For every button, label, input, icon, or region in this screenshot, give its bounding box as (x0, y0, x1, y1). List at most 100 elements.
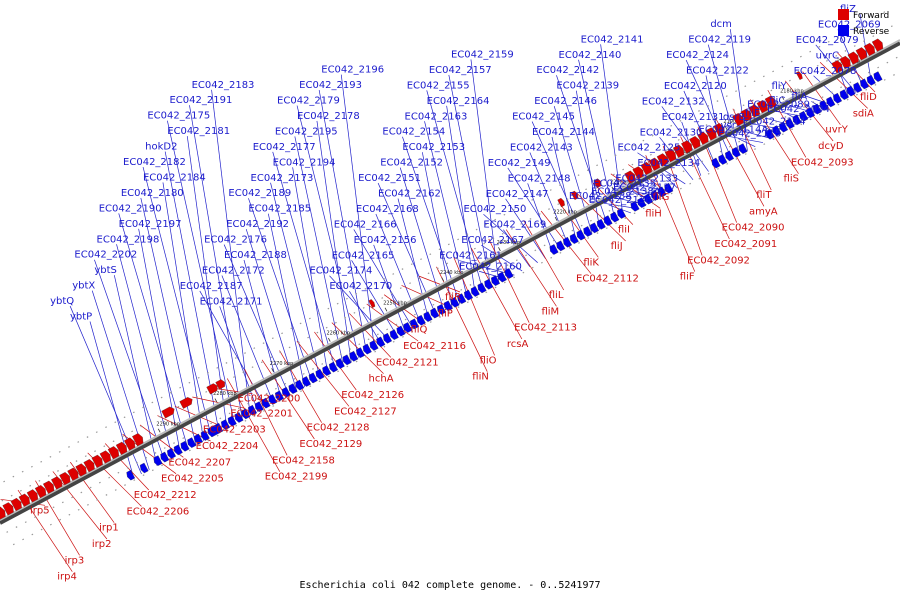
forward-label-connector (331, 322, 384, 374)
forward-gene-label: EC042_2212 (134, 490, 197, 501)
scale-tick-label: 2230 kbp (497, 240, 521, 246)
forward-gene-label: rcsA (507, 339, 529, 350)
reverse-gene-label: ybtX (72, 281, 95, 292)
reverse-gene-label: EC042_2193 (299, 80, 362, 91)
reverse-gene-arrow (860, 78, 870, 90)
reverse-gene-label: EC042_2147 (486, 189, 549, 200)
reverse-gene-label: EC042_2165 (332, 250, 395, 261)
reverse-gene-label: EC042_2151 (358, 173, 421, 184)
reverse-label-connector (529, 152, 570, 247)
forward-label-connector (314, 331, 357, 391)
forward-gene-label: EC042_2201 (230, 408, 293, 419)
reverse-label-connector (167, 120, 236, 425)
reverse-gene-label: EC042_2171 (200, 296, 263, 307)
scale-tick-label: 2280 kbp (213, 391, 237, 397)
forward-label-connector (244, 368, 288, 456)
reverse-gene-arrow (556, 240, 566, 252)
forward-gene-label: irp2 (92, 539, 112, 550)
forward-gene-label: fliK (583, 257, 599, 268)
reverse-gene-label: EC042_2192 (226, 219, 289, 230)
forward-gene-label: hchA (369, 374, 394, 385)
forward-gene-label: EC042_2126 (341, 390, 404, 401)
forward-gene-label: EC042_2121 (376, 357, 439, 368)
reverse-gene-arrow (504, 268, 514, 279)
forward-gene-arrow (748, 104, 760, 118)
reverse-gene-label: EC042_2164 (427, 96, 490, 107)
reverse-gene-arrow (603, 215, 613, 226)
reverse-gene-arrow (657, 186, 667, 198)
reverse-label-connector (507, 167, 562, 251)
reverse-gene-arrow (200, 430, 210, 441)
reverse-gene-arrow (806, 107, 816, 118)
reverse-gene-arrow (403, 322, 413, 333)
reverse-gene-label: EC042_2069 (818, 19, 881, 30)
reverse-label-connector (292, 167, 329, 375)
forward-gene-arrow (756, 100, 768, 114)
scale-tick-label: 2220 kbp (553, 210, 577, 216)
scale-tick-label: 2190 kbp (723, 119, 747, 125)
forward-gene-label: EC042_2091 (714, 239, 777, 250)
reverse-gene-arrow (785, 118, 795, 129)
reverse-gene-label: EC042_2122 (686, 66, 749, 77)
reverse-label-connector (738, 138, 756, 148)
reverse-label-connector (446, 105, 476, 296)
forward-gene-arrow (740, 108, 752, 122)
reverse-gene-label: EC042_2146 (534, 96, 597, 107)
reverse-gene-arrow (738, 143, 748, 154)
reverse-gene-arrow (194, 433, 204, 445)
reverse-label-connector (740, 130, 771, 139)
legend-forward-swatch (838, 9, 849, 20)
reverse-gene-label: ybtS (94, 265, 117, 276)
reverse-gene-label: EC042_2114 (743, 116, 806, 127)
reverse-gene-arrow (450, 296, 460, 308)
reverse-label-connector (272, 151, 337, 371)
reverse-gene-label: EC042_2140 (559, 50, 622, 61)
reverse-gene-label: EC042_2114A (699, 125, 769, 136)
forward-gene-label: fliP (438, 308, 453, 319)
reverse-gene-arrow (779, 121, 789, 133)
forward-gene-label: EC042_2205 (161, 474, 224, 485)
forward-gene-arrow (855, 47, 867, 61)
reverse-gene-arrow (644, 193, 654, 205)
reverse-gene-arrow (443, 300, 453, 312)
forward-gene-arrow (764, 95, 777, 109)
reverse-gene-label: ybtP (70, 312, 92, 323)
reverse-gene-arrow (610, 211, 620, 223)
reverse-gene-label: EC042_2138A (591, 187, 661, 198)
reverse-gene-label: EC042_2141 (581, 34, 644, 45)
reverse-gene-label: EC042_2159 (451, 49, 514, 60)
reverse-label-connector (294, 136, 344, 367)
forward-gene-arrow (593, 178, 602, 189)
scale-tick-mark (441, 277, 445, 282)
reverse-gene-arrow (464, 289, 474, 301)
reverse-gene-label: EC042_2187 (180, 281, 243, 292)
reverse-gene-label: EC042_2197 (119, 219, 182, 230)
reverse-gene-label: EC042_2125 (617, 143, 680, 154)
reverse-gene-arrow (139, 462, 149, 474)
reverse-label-connector (211, 89, 251, 417)
reverse-gene-label: EC042_2189 (228, 188, 291, 199)
reverse-gene-label: EC042_2202 (74, 250, 137, 261)
legend-reverse-label: Reverse (853, 27, 890, 37)
map-caption: Escherichia coli 042 complete genome. - … (299, 580, 600, 591)
reverse-label-connector (426, 90, 484, 292)
reverse-gene-label: EC042_2178 (297, 111, 360, 122)
reverse-gene-label: fliA (791, 91, 807, 102)
reverse-gene-label: EC042_2163 (405, 111, 468, 122)
reverse-gene-arrow (812, 103, 822, 115)
reverse-gene-arrow (221, 419, 231, 430)
forward-gene-arrow (67, 467, 79, 481)
reverse-gene-label: dsrB (723, 112, 746, 123)
reverse-gene-label: EC042_2135 (593, 178, 656, 189)
reverse-gene-label: EC042_2132 (642, 96, 705, 107)
reverse-gene-arrow (423, 311, 433, 322)
reverse-gene-arrow (180, 440, 190, 452)
reverse-label-connector (683, 90, 717, 168)
reverse-gene-label: EC042_2168 (356, 204, 419, 215)
scale-tick-mark (611, 186, 615, 191)
forward-gene-arrow (672, 144, 685, 158)
reverse-gene-arrow (160, 451, 170, 463)
forward-gene-label: EC042_2199 (265, 472, 328, 483)
scale-tick-label: 2240 kbp (440, 270, 464, 276)
